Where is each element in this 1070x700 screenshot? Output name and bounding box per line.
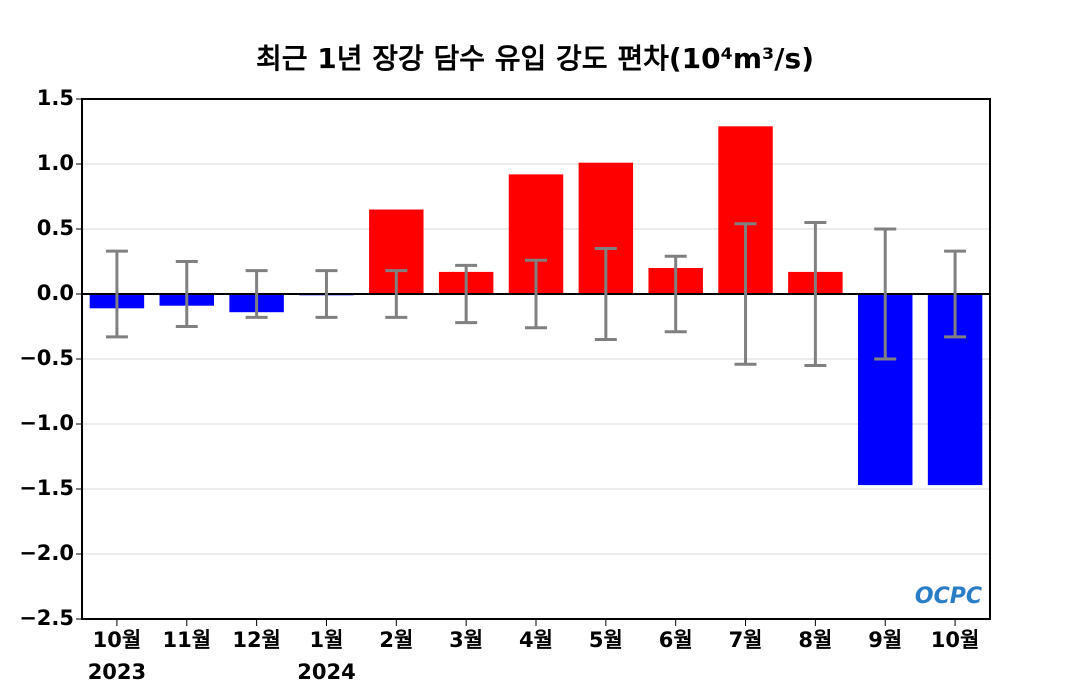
x-tick-label: 8월 <box>798 628 832 652</box>
chart-title: 최근 1년 장강 담수 유입 강도 편차(10⁴m³/s) <box>256 42 814 75</box>
error-bar <box>804 221 827 367</box>
plot-frame <box>81 98 991 620</box>
x-tick-label: 12월 <box>232 628 281 652</box>
x-tick-label: 7월 <box>729 628 763 652</box>
x-tick-label: 2월 <box>379 628 413 652</box>
x-tick-label: 5월 <box>589 628 623 652</box>
error-bar <box>734 222 757 366</box>
x-tick-label: 6월 <box>659 628 693 652</box>
error-bar <box>664 254 687 334</box>
y-tick-label: 0.5 <box>37 216 74 240</box>
error-bar <box>525 258 547 330</box>
y-tick-label: −1.0 <box>19 411 74 435</box>
y-tick-label: 0.0 <box>37 281 74 305</box>
y-tick-label: −2.5 <box>19 606 74 630</box>
x-tick-label: 10월 <box>931 628 980 652</box>
y-tick-label: −1.5 <box>19 476 74 500</box>
error-bar <box>385 269 408 319</box>
error-bar <box>315 269 338 319</box>
error-bar <box>874 227 897 361</box>
error-bar <box>105 249 128 339</box>
y-tick-label: 1.5 <box>37 86 74 110</box>
y-tick-label: −2.0 <box>19 541 74 565</box>
x-year-label: 2024 <box>297 660 355 684</box>
x-tick-label: 9월 <box>868 628 902 652</box>
error-bar <box>944 249 967 339</box>
y-tick-label: −0.5 <box>19 346 74 370</box>
x-tick-label: 11월 <box>162 628 211 652</box>
x-tick-label: 10월 <box>93 628 142 652</box>
error-bar <box>594 247 617 341</box>
error-bar <box>455 263 478 325</box>
logo: OCPC <box>915 584 982 609</box>
error-bar <box>175 260 198 328</box>
error-bar <box>245 269 268 319</box>
x-tick-label: 3월 <box>449 628 483 652</box>
y-tick-label: 1.0 <box>37 151 74 175</box>
x-tick-label: 1월 <box>309 628 343 652</box>
x-tick-label: 4월 <box>519 628 553 652</box>
x-year-label: 2023 <box>88 660 146 684</box>
